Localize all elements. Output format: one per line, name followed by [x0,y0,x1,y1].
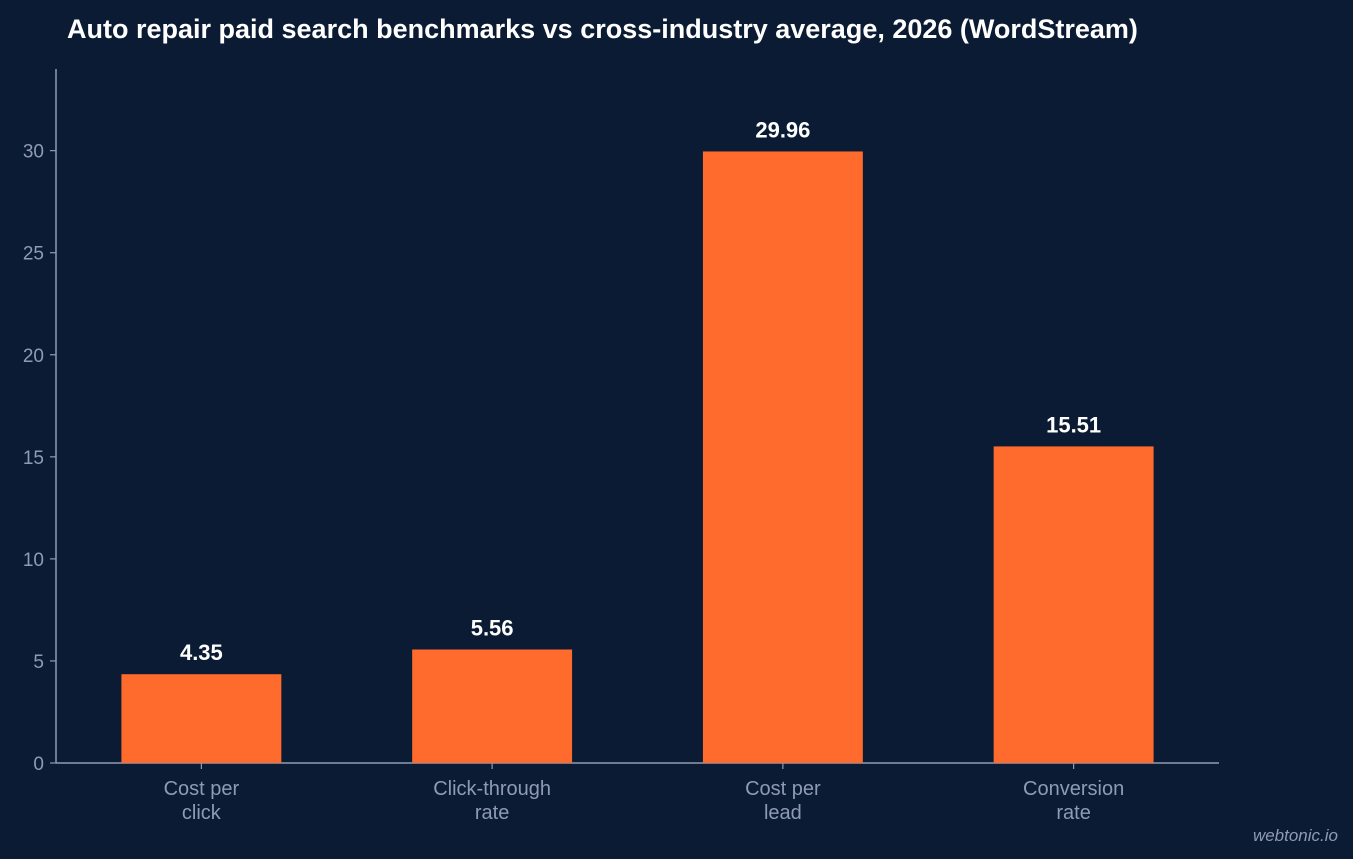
x-tick-label: Click-through [433,778,551,800]
bar-value-label: 15.51 [1046,412,1101,437]
x-tick-label: click [182,802,222,824]
y-tick-label: 30 [23,142,44,163]
x-tick-label: lead [764,802,802,824]
x-tick-label: rate [475,802,509,824]
x-tick-label: Cost per [164,778,240,800]
watermark: webtonic.io [1253,826,1338,845]
bar-value-label: 5.56 [471,616,514,641]
bar [121,674,282,763]
bar-value-label: 29.96 [755,117,810,142]
y-tick-label: 5 [33,652,44,673]
x-tick-label: Cost per [745,778,821,800]
x-tick-label: Conversion [1023,778,1124,800]
chart-title: Auto repair paid search benchmarks vs cr… [67,14,1138,44]
bar [702,151,863,764]
x-tick-label: rate [1056,802,1090,824]
bar-value-label: 4.35 [180,640,223,665]
bar [993,446,1154,763]
bar [412,649,573,763]
y-tick-label: 0 [33,754,44,775]
y-tick-label: 15 [23,448,44,469]
y-tick-label: 20 [23,346,44,367]
y-tick-label: 10 [23,550,44,571]
y-tick-label: 25 [23,244,44,265]
